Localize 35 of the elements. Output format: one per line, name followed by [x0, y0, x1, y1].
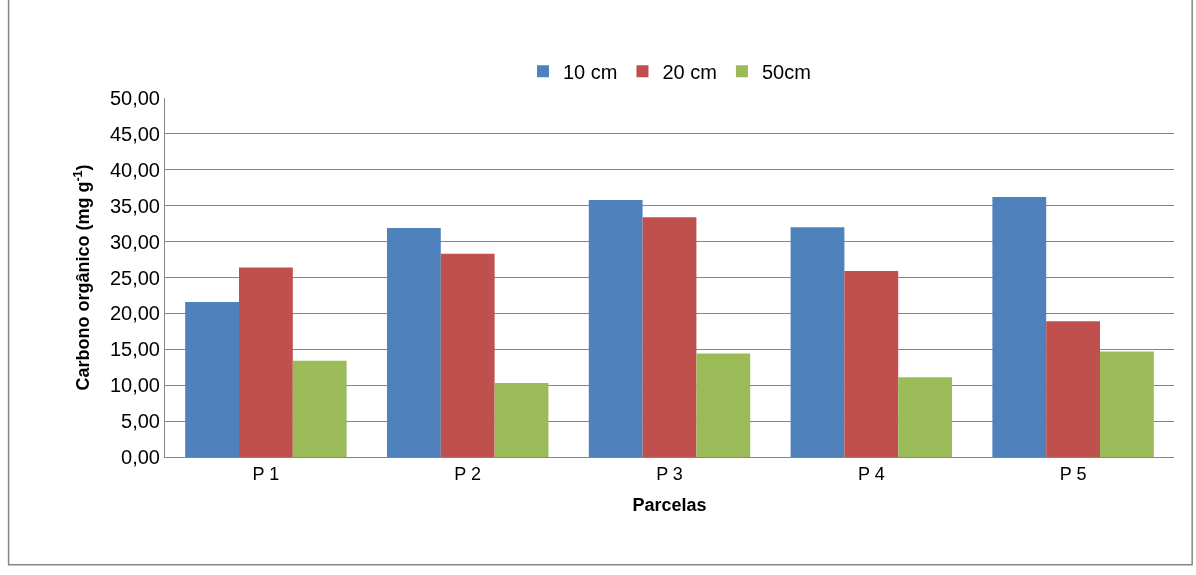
bar: [185, 301, 239, 457]
y-tick-label: 15,00: [109, 338, 160, 361]
bar: [992, 197, 1047, 457]
y-tick-label: 20,00: [109, 302, 160, 325]
y-tick-label: 30,00: [109, 230, 160, 253]
x-tick-label: P 3: [656, 463, 683, 484]
bar: [1100, 351, 1154, 457]
y-tick-label: 25,00: [109, 266, 160, 289]
bar: [588, 199, 643, 457]
legend-label: 10 cm: [563, 61, 618, 84]
y-tick-label: 5,00: [121, 410, 160, 433]
bar: [238, 267, 293, 457]
bar: [844, 271, 899, 457]
y-tick-label: 0,00: [121, 446, 160, 468]
y-tick-label: 35,00: [109, 194, 160, 217]
bar: [386, 227, 441, 457]
bar: [494, 383, 549, 457]
bar: [642, 217, 697, 457]
bar: [696, 353, 751, 457]
bar: [898, 377, 953, 457]
x-tick-label: P 1: [252, 463, 280, 484]
y-tick-label: 45,00: [109, 122, 160, 145]
y-tick-label: 50,00: [109, 87, 160, 109]
bar: [292, 360, 347, 457]
bar: [1046, 321, 1101, 457]
bar: [440, 253, 495, 457]
legend-label: 20 cm: [662, 61, 717, 84]
x-tick-label: P 2: [454, 463, 482, 484]
legend-label: 50cm: [761, 61, 811, 84]
x-tick-label: P 4: [857, 463, 885, 484]
x-axis-title: Parcelas: [632, 494, 707, 515]
bar: [790, 227, 845, 457]
y-tick-label: 40,00: [109, 158, 160, 181]
y-tick-label: 10,00: [109, 374, 160, 397]
x-tick-label: P 5: [1059, 463, 1087, 484]
